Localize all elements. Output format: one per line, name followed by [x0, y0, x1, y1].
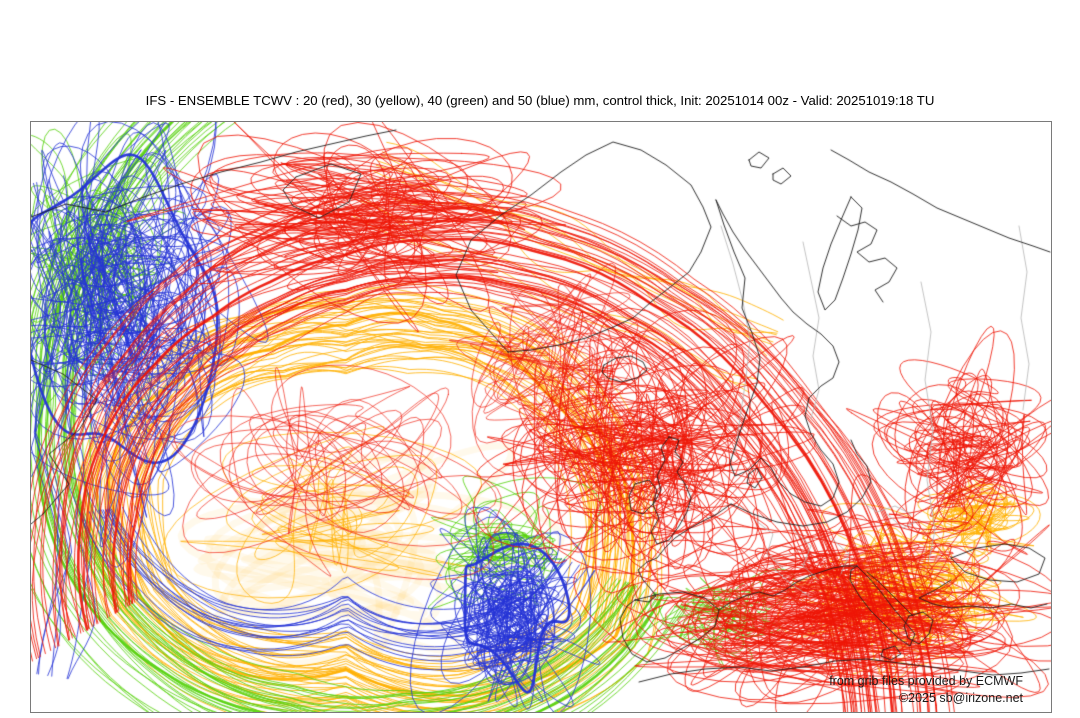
tcwv-spaghetti-map-canvas [31, 122, 1051, 712]
page-title: IFS - ENSEMBLE TCWV : 20 (red), 30 (yell… [145, 93, 935, 108]
map-frame: from grib files provided by ECMWF ©2025 … [30, 121, 1052, 713]
attribution-copyright: ©2025 sb@irizone.net [898, 691, 1023, 705]
attribution-source: from grib files provided by ECMWF [829, 674, 1023, 688]
